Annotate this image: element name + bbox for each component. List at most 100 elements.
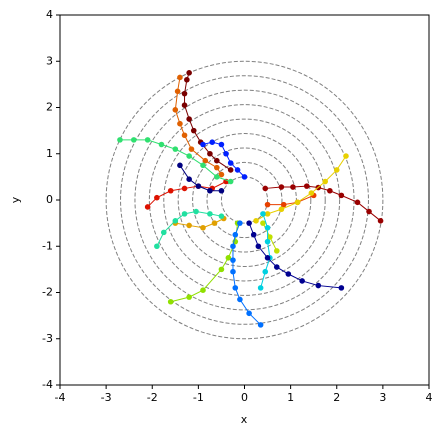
point [177,162,183,169]
point [299,278,305,284]
point [172,146,179,152]
y-tick-label: -2 [42,286,53,299]
point [255,243,262,250]
point [285,271,292,277]
reference-circle [192,147,297,253]
point [278,206,285,213]
point [232,285,239,291]
point [338,192,345,199]
y-tick-label: 1 [46,147,53,160]
reference-circle [134,89,355,311]
point [280,201,287,208]
point [188,146,195,152]
point [290,184,296,190]
point [200,162,206,169]
x-tick-label: 4 [426,391,433,404]
point [181,90,188,97]
plot-frame [59,14,430,386]
point [193,208,199,215]
point [273,248,280,254]
point [172,218,179,224]
point [227,178,234,185]
point [154,194,160,201]
point [144,137,151,143]
point [253,218,259,224]
reference-circle [177,133,312,267]
point [246,220,252,226]
point [131,137,137,143]
point [237,220,243,226]
point [172,107,179,113]
point [218,171,225,178]
point [214,164,220,171]
point [158,141,165,148]
x-tick-label: -1 [193,391,204,404]
x-tick-label: -3 [101,391,112,404]
point [227,167,234,173]
point [218,266,225,273]
point [257,285,264,291]
x-tick-label: 0 [241,391,248,404]
point [225,255,232,261]
point [167,298,174,305]
point [230,243,236,250]
point [264,201,271,208]
point [154,243,160,250]
x-tick-label: 3 [379,391,386,404]
point [237,296,243,303]
point [264,224,271,231]
point [177,74,183,81]
point [202,157,209,164]
point [214,174,220,180]
y-axis-label: y [9,196,22,203]
point [257,322,264,328]
reference-circle [148,104,341,296]
point [230,257,236,263]
x-tick-label: 1 [287,391,294,404]
series-line [267,194,314,206]
point [218,213,225,219]
series-line [232,222,261,326]
point [366,208,372,215]
point [230,268,236,275]
point [343,153,349,159]
reference-circle [120,75,369,325]
point [264,238,271,245]
point [303,183,310,189]
point [186,222,192,229]
point [246,310,252,317]
point [333,167,340,173]
point [207,211,213,217]
point [181,185,188,192]
point [190,127,197,134]
point [186,153,192,159]
point [234,167,241,173]
point [322,178,329,185]
point [174,88,181,95]
point [262,185,269,192]
point [214,157,220,164]
point [195,183,202,189]
series-line [265,185,381,222]
point [177,120,183,127]
point [377,218,384,224]
point [207,150,213,157]
point [267,234,273,240]
point [184,76,190,83]
x-tick-label: -2 [147,391,158,404]
point [218,187,225,194]
point [200,287,206,293]
point [181,132,188,139]
point [144,204,151,210]
point [181,211,188,217]
point [167,187,174,194]
point [338,285,345,291]
point [250,231,257,238]
point [218,141,225,148]
series-line [184,72,231,171]
point [186,176,192,182]
y-tick-label: -4 [42,378,53,391]
point [315,282,322,289]
point [223,150,229,157]
